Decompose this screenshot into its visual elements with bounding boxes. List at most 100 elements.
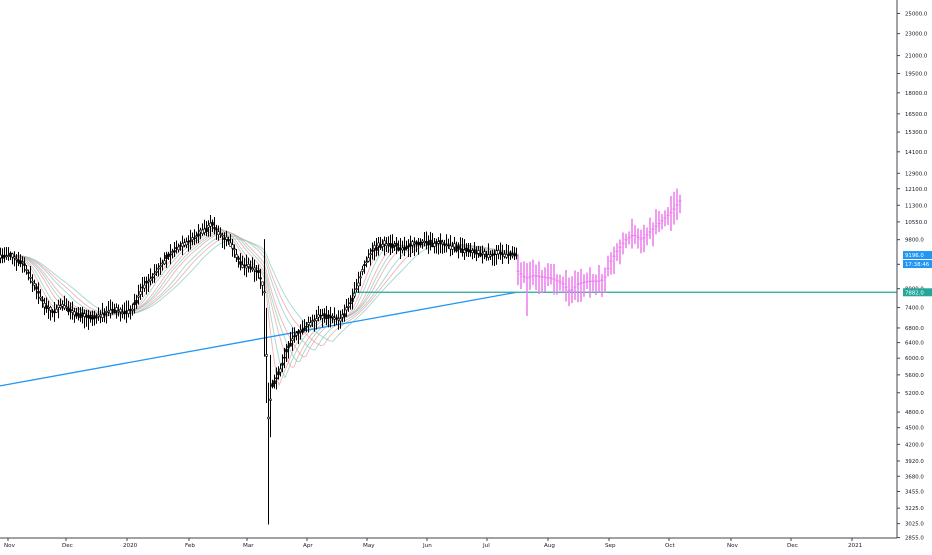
price-candle bbox=[149, 268, 152, 286]
price-candle bbox=[237, 255, 240, 268]
price-candle bbox=[147, 273, 150, 292]
price-candle bbox=[479, 246, 482, 258]
price-candle bbox=[101, 302, 104, 323]
candle-body bbox=[89, 314, 92, 319]
price-candle bbox=[511, 246, 514, 259]
projection-candle bbox=[555, 274, 559, 295]
price-candle bbox=[135, 294, 138, 309]
price-candle bbox=[351, 288, 354, 310]
candle-body bbox=[221, 234, 224, 237]
candle-body bbox=[265, 354, 268, 357]
candle-body bbox=[63, 305, 66, 309]
candle-body bbox=[407, 245, 410, 248]
price-candle bbox=[429, 231, 432, 251]
price-candle bbox=[375, 237, 378, 257]
price-candle bbox=[59, 298, 62, 310]
price-candle bbox=[243, 257, 246, 276]
projection-candle bbox=[603, 267, 607, 293]
price-candle bbox=[205, 221, 208, 237]
candle-body bbox=[81, 312, 84, 317]
projection-candle bbox=[594, 274, 598, 296]
projection-candle bbox=[678, 194, 682, 214]
candle-body bbox=[405, 246, 408, 249]
price-candle bbox=[109, 299, 112, 319]
candle-body bbox=[447, 244, 450, 247]
price-candle bbox=[77, 306, 80, 321]
projection-candle bbox=[612, 246, 616, 275]
candle-body bbox=[3, 255, 6, 258]
projection-candle bbox=[672, 191, 676, 225]
price-candle bbox=[347, 297, 350, 312]
y-tick-label: 3025.0 bbox=[905, 522, 924, 528]
price-candle bbox=[447, 238, 450, 249]
candle-body bbox=[425, 241, 428, 244]
projection-candle bbox=[648, 217, 652, 240]
price-candle bbox=[405, 240, 408, 251]
candle-body bbox=[29, 277, 32, 279]
projection-candle bbox=[579, 268, 583, 302]
price-candle bbox=[23, 257, 26, 273]
candle-body bbox=[153, 273, 156, 276]
candle-body bbox=[155, 271, 158, 273]
price-candle bbox=[455, 241, 458, 253]
candle-body bbox=[429, 239, 432, 244]
candle-body bbox=[215, 228, 218, 231]
price-candle bbox=[265, 307, 268, 404]
candle-body bbox=[203, 228, 206, 233]
candle-body bbox=[223, 237, 226, 240]
candle-body bbox=[65, 306, 68, 309]
price-candle bbox=[139, 283, 142, 300]
candle-body bbox=[289, 342, 292, 347]
candle-body bbox=[103, 312, 106, 316]
candle-body bbox=[121, 312, 124, 314]
candle-body bbox=[129, 308, 132, 311]
price-candle bbox=[449, 235, 452, 257]
price-candle bbox=[259, 268, 262, 289]
candle-body bbox=[297, 330, 300, 334]
candle-body bbox=[43, 303, 46, 308]
candle-body bbox=[9, 252, 12, 257]
candle-body bbox=[371, 249, 374, 252]
candle-body bbox=[451, 246, 454, 250]
x-tick-label: Mar bbox=[243, 543, 254, 549]
level-price-badge-bg bbox=[903, 288, 932, 297]
price-candle bbox=[251, 257, 254, 272]
price-candle bbox=[67, 300, 70, 316]
price-candle bbox=[513, 246, 516, 261]
price-candle bbox=[41, 295, 44, 308]
price-candle bbox=[381, 239, 384, 251]
price-candle bbox=[155, 264, 158, 277]
price-candle bbox=[189, 229, 192, 250]
price-candle bbox=[211, 219, 214, 233]
y-tick-label: 6400.0 bbox=[905, 341, 924, 347]
y-tick-label: 25000.0 bbox=[905, 11, 928, 17]
candle-body bbox=[145, 280, 148, 284]
candle-body bbox=[79, 314, 82, 318]
candle-body bbox=[433, 243, 436, 247]
candle-body bbox=[141, 286, 144, 289]
price-candle bbox=[271, 379, 274, 389]
price-candle bbox=[73, 307, 76, 323]
price-candle bbox=[201, 223, 204, 236]
candle-body bbox=[357, 282, 360, 287]
price-candle bbox=[323, 308, 326, 323]
price-candle bbox=[9, 251, 12, 261]
y-tick-label: 5200.0 bbox=[905, 391, 924, 397]
candle-body bbox=[193, 237, 196, 240]
trendlines bbox=[0, 291, 897, 387]
price-candle bbox=[233, 244, 236, 258]
price-candle bbox=[219, 227, 222, 239]
y-tick-label: 9800.0 bbox=[905, 238, 924, 244]
candle-body bbox=[107, 310, 110, 313]
candle-body bbox=[263, 291, 266, 294]
candle-body bbox=[201, 229, 204, 234]
price-candle bbox=[315, 309, 318, 330]
y-tick-label: 21000.0 bbox=[905, 54, 928, 60]
projection-candle bbox=[585, 272, 589, 290]
countdown-badge-bg bbox=[903, 260, 932, 269]
price-candle bbox=[123, 302, 126, 320]
candle-body bbox=[109, 309, 112, 314]
price-candle bbox=[321, 308, 324, 328]
